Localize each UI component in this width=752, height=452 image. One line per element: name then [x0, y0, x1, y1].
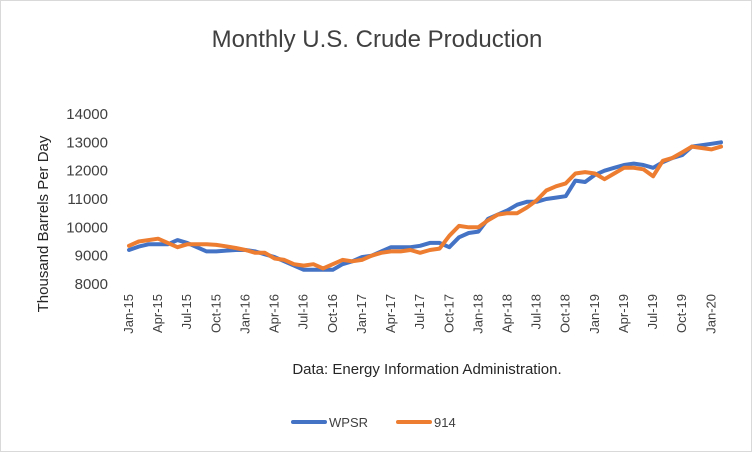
x-tick-label: Jan-15 [121, 294, 136, 334]
legend-label-914: 914 [434, 415, 456, 430]
plot-area [127, 140, 723, 272]
x-tick-label: Apr-16 [267, 294, 282, 333]
source-note: Data: Energy Information Administration. [292, 361, 561, 378]
y-tick-label: 12000 [66, 163, 108, 180]
x-tick-label: Oct-18 [558, 294, 573, 333]
x-tick-label: Oct-19 [674, 294, 689, 333]
x-tick-label: Jul-19 [645, 294, 660, 329]
x-tick-label: Apr-19 [616, 294, 631, 333]
x-tick-label: Jul-16 [296, 294, 311, 329]
x-tick-label: Jan-16 [237, 294, 252, 334]
legend: WPSR 914 [291, 415, 456, 430]
y-tick-label: 11000 [67, 191, 108, 208]
series-line-914 [127, 144, 723, 271]
y-tick-label: 8000 [75, 276, 108, 293]
x-tick-label: Jul-15 [179, 294, 194, 329]
y-tick-label: 14000 [66, 106, 108, 123]
x-tick-label: Jan-20 [703, 294, 718, 334]
series-line-wpsr [127, 140, 723, 272]
x-tick-label: Jan-17 [354, 294, 369, 334]
x-tick-label: Oct-16 [325, 294, 340, 333]
x-tick-label: Apr-15 [150, 294, 165, 333]
legend-label-wpsr: WPSR [329, 415, 368, 430]
x-tick-label: Oct-17 [441, 294, 456, 333]
y-tick-label: 10000 [66, 219, 108, 236]
x-tick-label: Jan-18 [470, 294, 485, 334]
x-tick-label: Apr-18 [499, 294, 514, 333]
y-tick-label: 9000 [75, 248, 108, 265]
x-tick-label: Jan-19 [587, 294, 602, 334]
y-tick-label: 13000 [66, 134, 108, 151]
x-tick-label: Apr-17 [383, 294, 398, 333]
y-axis-ticks: 8000 9000 10000 11000 12000 13000 14000 [66, 106, 108, 293]
x-tick-label: Jul-18 [529, 294, 544, 329]
x-axis-ticks: Jan-15 Apr-15 Jul-15 Oct-15 Jan-16 Apr-16 Jul-… [121, 294, 718, 334]
x-tick-label: Jul-17 [412, 294, 427, 329]
chart-title: Monthly U.S. Crude Production [212, 26, 543, 53]
x-tick-label: Oct-15 [208, 294, 223, 333]
y-axis-title: Thousand Barrels Per Day [35, 135, 52, 312]
